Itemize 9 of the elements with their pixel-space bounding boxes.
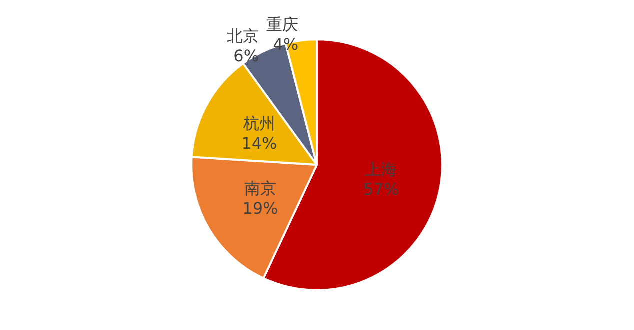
slice-label: 杭州 [242,114,276,133]
slice-label: 重庆 [266,15,299,34]
data-label: 57% [363,180,399,199]
slice-label: 南京 [244,178,276,198]
slice-label: 北京 [227,26,260,46]
data-label: 6% [234,46,260,66]
slice-label: 上海 [365,160,398,179]
data-label: 19% [242,198,278,218]
data-label: 14% [242,134,278,153]
